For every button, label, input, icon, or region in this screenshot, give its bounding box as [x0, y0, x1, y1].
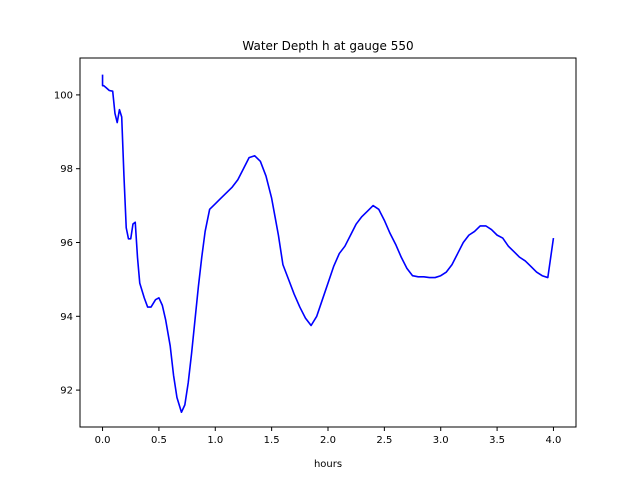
x-tick-label: 0.0: [95, 435, 111, 446]
x-tick-label: 2.0: [320, 435, 336, 446]
y-tick-label: 92: [60, 386, 73, 397]
series-line-0: [101, 74, 555, 414]
plot-frame: [79, 57, 577, 428]
x-axis-label: hours: [314, 459, 342, 470]
series-layer: [101, 74, 555, 414]
x-tick-label: 1.5: [264, 435, 280, 446]
plot-area: [79, 57, 577, 428]
y-tick-label: 98: [60, 164, 73, 175]
x-tick-label: 0.5: [151, 435, 167, 446]
x-tick-label: 3.5: [489, 435, 505, 446]
y-tick-label: 96: [60, 238, 73, 249]
x-tick-label: 4.0: [546, 435, 562, 446]
x-axis-ticks: 0.0 0.5 1.0 1.5 2.0 2.5 3.0 3.5 4.0: [95, 427, 562, 446]
x-tick-label: 2.5: [376, 435, 392, 446]
x-tick-label: 3.0: [433, 435, 449, 446]
y-tick-label: 94: [60, 312, 73, 323]
y-tick-label: 100: [54, 90, 73, 101]
chart-title: Water Depth h at gauge 550: [242, 39, 413, 53]
x-tick-label: 1.0: [207, 435, 223, 446]
y-axis-ticks: 92 94 96 98 100: [54, 90, 80, 397]
